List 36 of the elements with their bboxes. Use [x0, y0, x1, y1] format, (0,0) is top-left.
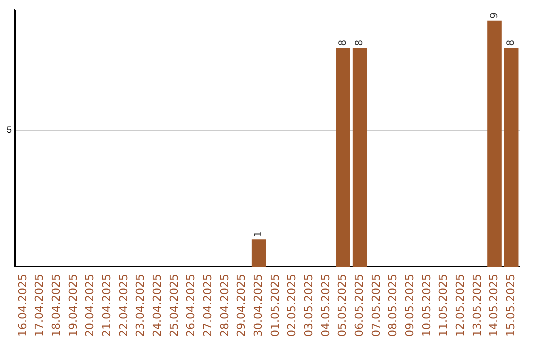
- x-tick-label: 01.05.2025: [268, 274, 282, 338]
- y-tick-label: 5: [6, 124, 12, 135]
- x-tick-label: 16.04.2025: [16, 274, 30, 338]
- x-tick-label: 26.04.2025: [184, 274, 198, 338]
- x-tick-label: 08.05.2025: [386, 274, 400, 338]
- x-tick-label: 29.04.2025: [235, 274, 248, 338]
- x-tick-label: 24.04.2025: [150, 274, 164, 338]
- x-tick-label: 30.04.2025: [252, 274, 265, 338]
- data-label: 9: [489, 12, 500, 19]
- x-tick-label: 22.04.2025: [117, 274, 130, 338]
- x-tick-label: 06.05.2025: [352, 274, 366, 338]
- x-tick-label: 20.04.2025: [84, 274, 97, 338]
- x-tick-label: 12.05.2025: [454, 274, 467, 338]
- x-tick-label: 25.04.2025: [168, 274, 181, 338]
- x-tick-label: 07.05.2025: [370, 274, 383, 338]
- x-tick-label: 10.05.2025: [420, 274, 434, 338]
- x-tick-label: 23.04.2025: [134, 274, 148, 338]
- data-label: 1: [254, 231, 265, 238]
- x-tick-label: 17.04.2025: [33, 274, 46, 338]
- x-tick-label: 18.04.2025: [50, 274, 63, 338]
- data-label: 8: [354, 40, 366, 46]
- data-label: 8: [338, 40, 349, 46]
- x-tick-label: 02.05.2025: [286, 274, 299, 338]
- x-tick-label: 14.05.2025: [488, 274, 501, 338]
- x-tick-label: 11.05.2025: [437, 274, 450, 338]
- x-tick-label: 05.05.2025: [336, 274, 350, 338]
- data-label: 8: [506, 40, 518, 46]
- x-tick-label: 13.05.2025: [470, 274, 484, 338]
- x-tick-label: 04.05.2025: [319, 274, 332, 338]
- x-tick-label: 03.05.2025: [302, 274, 316, 338]
- x-tick-label: 09.05.2025: [403, 274, 416, 338]
- x-tick-label: 27.04.2025: [201, 274, 214, 338]
- x-tick-label: 15.05.2025: [504, 274, 518, 338]
- x-tick-label: 21.04.2025: [100, 274, 114, 338]
- x-tick-label: 28.04.2025: [218, 274, 232, 338]
- x-tick-label: 19.04.2025: [66, 274, 80, 338]
